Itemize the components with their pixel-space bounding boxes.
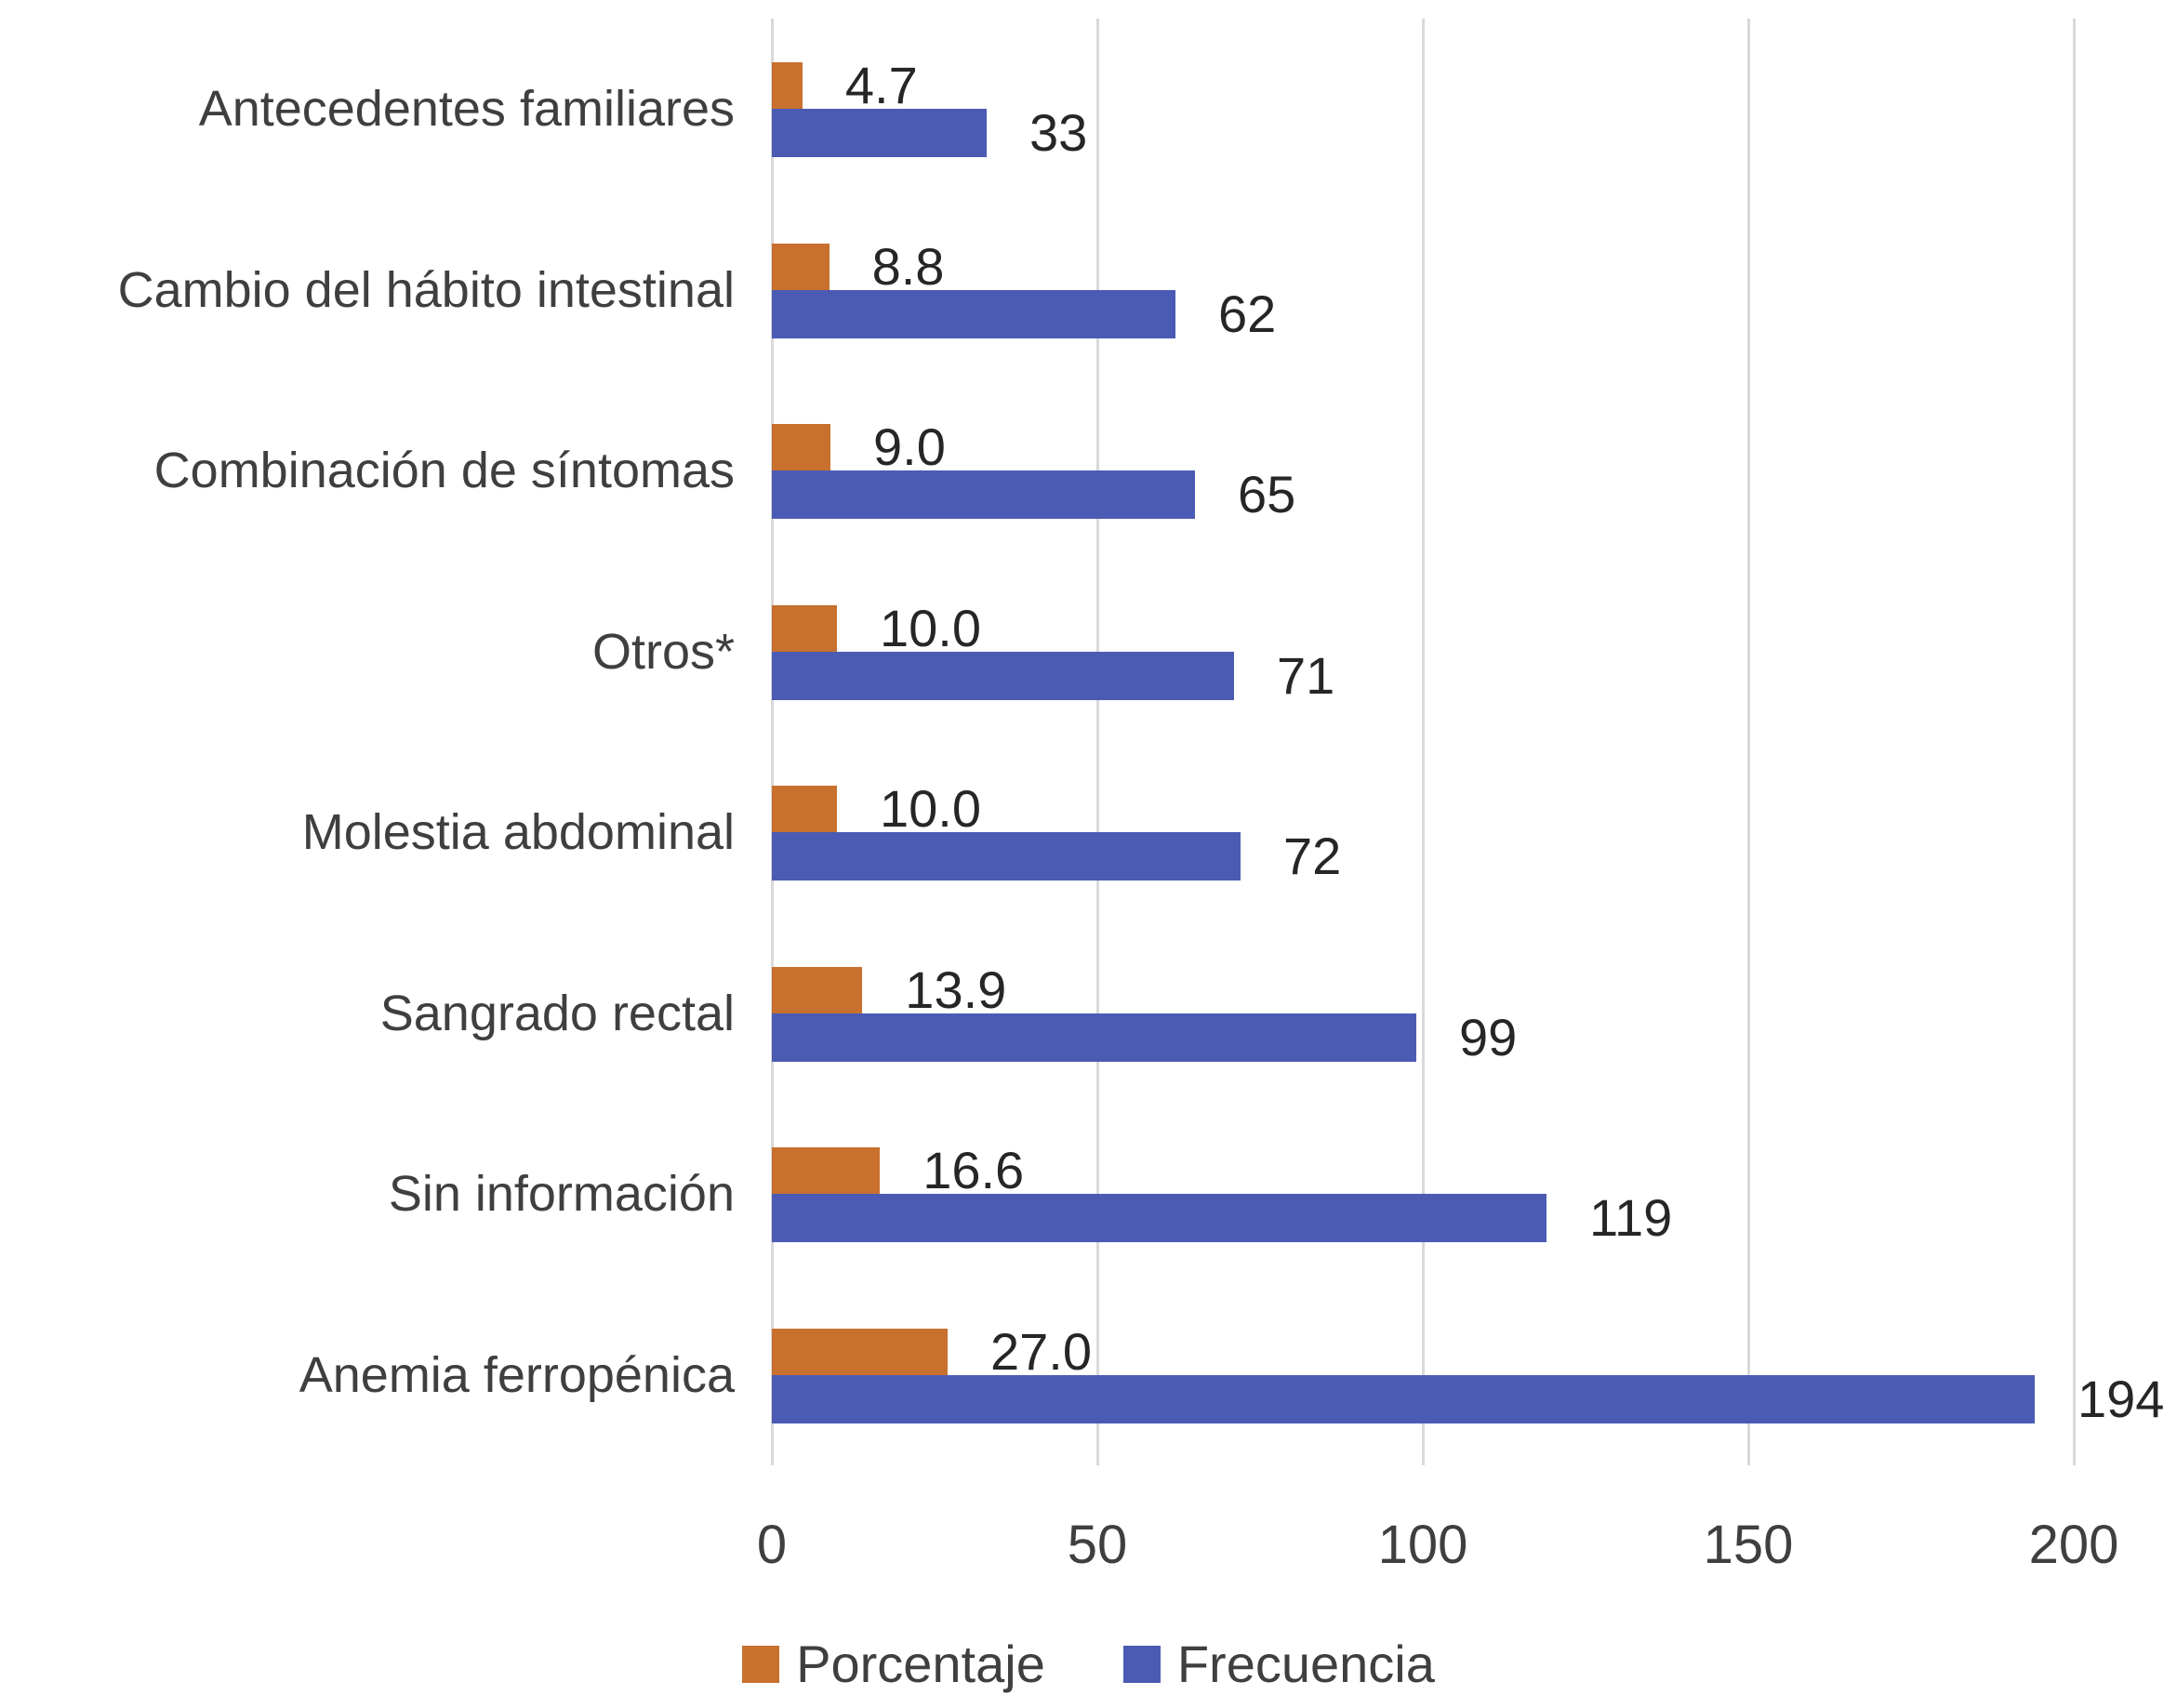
category-label: Otros*	[591, 623, 735, 680]
bar-porcentaje	[772, 1328, 948, 1375]
value-label-porcentaje: 16.6	[923, 1141, 1025, 1200]
category-label: Sangrado rectal	[379, 985, 735, 1041]
gridline-150	[1746, 19, 1750, 1465]
legend-label-frecuencia: Frecuencia	[1176, 1635, 1435, 1693]
category-label: Molestia abdominal	[301, 804, 735, 861]
category-label: Cambio del hábito intestinal	[117, 261, 735, 318]
bar-porcentaje	[772, 966, 863, 1013]
gridline-200	[2072, 19, 2076, 1465]
value-label-frecuencia: 99	[1459, 1007, 1518, 1066]
category-label: Combinación de síntomas	[153, 443, 735, 499]
bar-porcentaje	[772, 62, 803, 110]
bar-frecuencia	[772, 1194, 1546, 1243]
category-label: Anemia ferropénica	[299, 1346, 735, 1403]
value-label-porcentaje: 10.0	[880, 598, 981, 657]
frecuencia-swatch-icon	[1122, 1646, 1161, 1683]
bar-frecuencia	[772, 1013, 1416, 1062]
bar-porcentaje	[772, 424, 830, 471]
x-tick-label-200: 200	[2028, 1515, 2119, 1575]
value-label-frecuencia: 194	[2077, 1369, 2165, 1428]
legend-label-porcentaje: Porcentaje	[796, 1635, 1045, 1693]
bar-frecuencia	[772, 832, 1241, 881]
legend-item-frecuencia: Frecuencia	[1122, 1635, 1435, 1694]
bar-porcentaje	[772, 1147, 881, 1195]
value-label-frecuencia: 62	[1218, 284, 1277, 343]
value-label-porcentaje: 10.0	[880, 779, 981, 839]
value-label-porcentaje: 13.9	[905, 960, 1007, 1019]
bar-frecuencia	[772, 1374, 2035, 1423]
gridline-50	[1095, 19, 1099, 1465]
x-tick-label-0: 0	[756, 1515, 788, 1575]
bar-frecuencia	[772, 470, 1195, 520]
gridline-0	[770, 19, 774, 1465]
value-label-frecuencia: 33	[1029, 103, 1088, 163]
x-tick-label-150: 150	[1703, 1515, 1794, 1575]
x-tick-label-100: 100	[1377, 1515, 1468, 1575]
value-label-porcentaje: 4.7	[844, 56, 918, 115]
category-label: Sin información	[388, 1166, 735, 1223]
value-label-frecuencia: 71	[1277, 645, 1335, 705]
bar-frecuencia	[772, 651, 1234, 700]
legend: Porcentaje Frecuencia	[0, 1635, 2177, 1694]
bar-porcentaje	[772, 243, 830, 290]
value-label-frecuencia: 65	[1238, 465, 1296, 524]
value-label-frecuencia: 72	[1283, 827, 1342, 886]
value-label-porcentaje: 9.0	[873, 417, 946, 477]
bar-porcentaje	[772, 786, 837, 833]
porcentaje-swatch-icon	[742, 1646, 780, 1683]
x-tick-label-50: 50	[1067, 1515, 1128, 1575]
bar-frecuencia	[772, 289, 1175, 338]
bar-porcentaje	[772, 604, 837, 652]
legend-item-porcentaje: Porcentaje	[742, 1635, 1045, 1694]
value-label-porcentaje: 8.8	[871, 236, 945, 296]
category-label: Antecedentes familiares	[198, 81, 735, 138]
bar-frecuencia	[772, 109, 987, 158]
gridline-100	[1421, 19, 1425, 1465]
value-label-porcentaje: 27.0	[990, 1321, 1092, 1381]
value-label-frecuencia: 119	[1589, 1188, 1673, 1248]
